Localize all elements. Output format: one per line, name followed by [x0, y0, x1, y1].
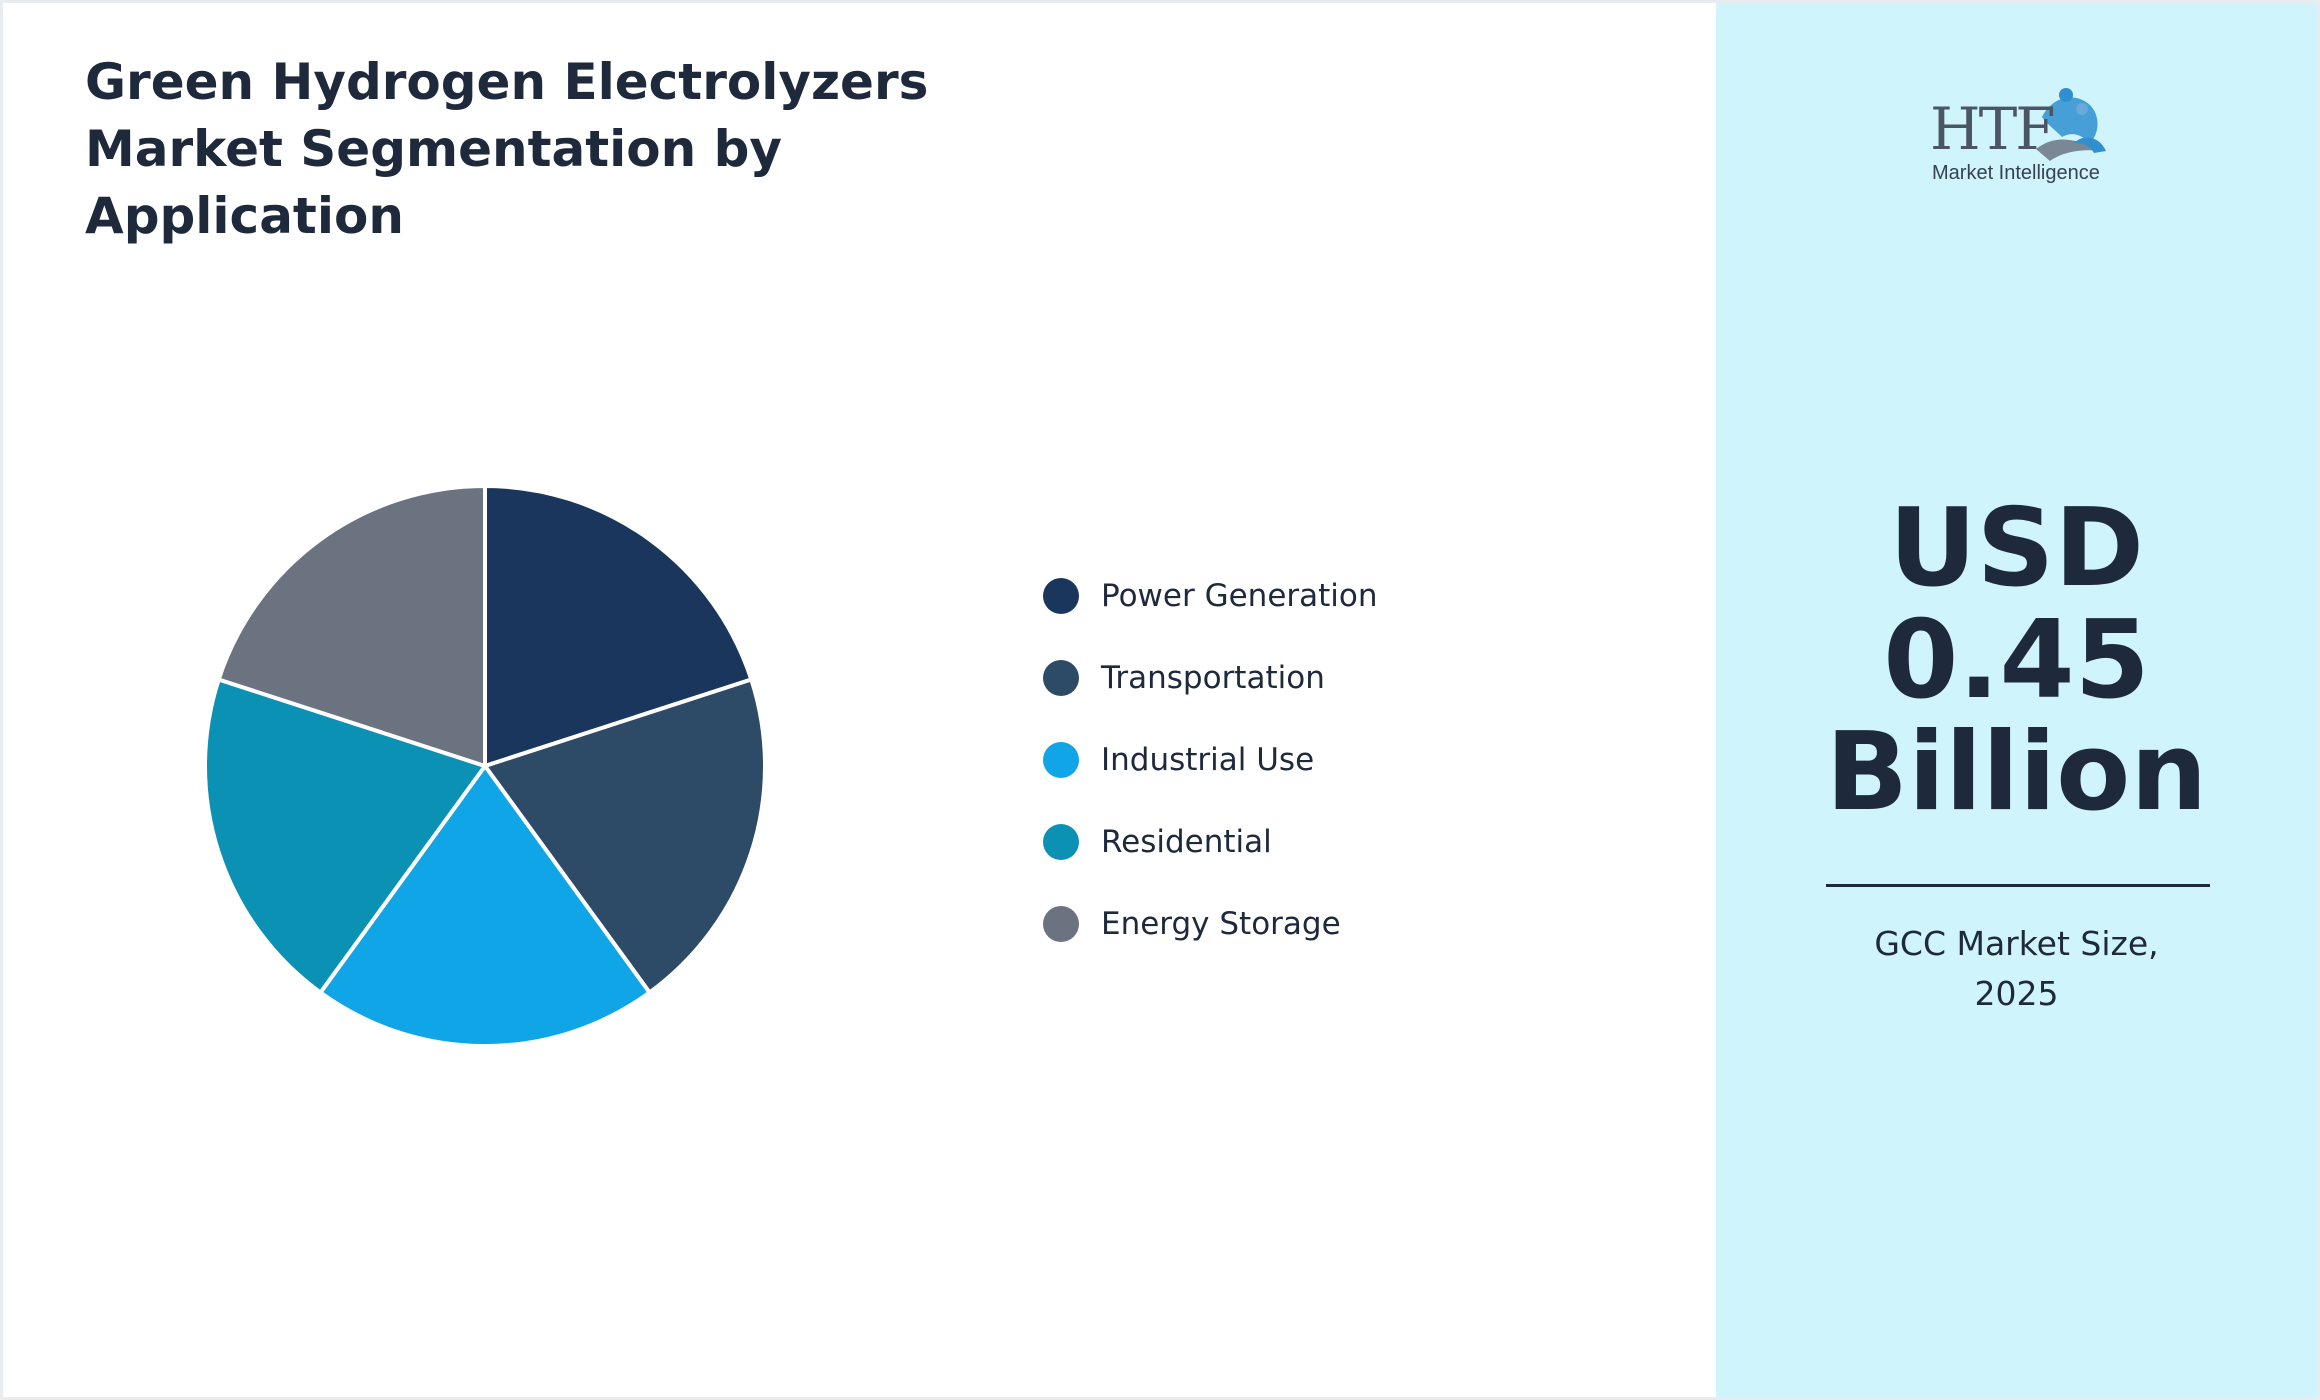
pie-slice-transportation: [483, 677, 767, 995]
divider: [1826, 884, 2210, 887]
pie-slice-power-generation: [483, 484, 754, 768]
htf-logo: HTF Market Intelligence: [1930, 88, 2106, 184]
legend-swatch: [1043, 824, 1079, 860]
market-size-caption: GCC Market Size, 2025: [1874, 924, 2159, 1013]
legend-swatch: [1043, 742, 1079, 778]
market-size-line: 0.45: [1883, 598, 2150, 723]
chart-legend: Power Generation Transportation Industrial…: [1043, 578, 1378, 988]
infographic-frame: Green Hydrogen Electrolyzers Market Segm…: [3, 3, 2317, 1397]
market-size-line: USD: [1888, 486, 2145, 611]
logo-text-sub: Market Intelligence: [1932, 162, 2100, 184]
legend-label: Industrial Use: [1101, 742, 1315, 778]
legend-label: Transportation: [1101, 660, 1325, 696]
logo-text-main: HTF: [1930, 95, 2054, 163]
pie-chart: [203, 484, 767, 1048]
pie-slice-residential: [203, 677, 487, 995]
legend-item: Power Generation: [1043, 578, 1378, 660]
legend-swatch: [1043, 906, 1079, 942]
chart-panel: Green Hydrogen Electrolyzers Market Segm…: [3, 3, 1716, 1397]
legend-item: Industrial Use: [1043, 742, 1378, 824]
legend-item: Energy Storage: [1043, 906, 1378, 988]
legend-item: Transportation: [1043, 660, 1378, 742]
pie-slice-industrial-use: [318, 764, 652, 1048]
pie-slice-energy-storage: [216, 484, 487, 768]
market-size-line: Billion: [1825, 710, 2208, 835]
legend-swatch: [1043, 578, 1079, 614]
chart-title: Green Hydrogen Electrolyzers Market Segm…: [85, 53, 929, 245]
legend-label: Power Generation: [1101, 578, 1378, 614]
market-size-value: USD 0.45 Billion: [1716, 493, 2317, 829]
legend-label: Residential: [1101, 824, 1272, 860]
legend-item: Residential: [1043, 824, 1378, 906]
market-size-panel: HTF Market Intelligence USD 0.45 Billion G…: [1716, 3, 2317, 1397]
legend-swatch: [1043, 660, 1079, 696]
legend-label: Energy Storage: [1101, 906, 1341, 942]
